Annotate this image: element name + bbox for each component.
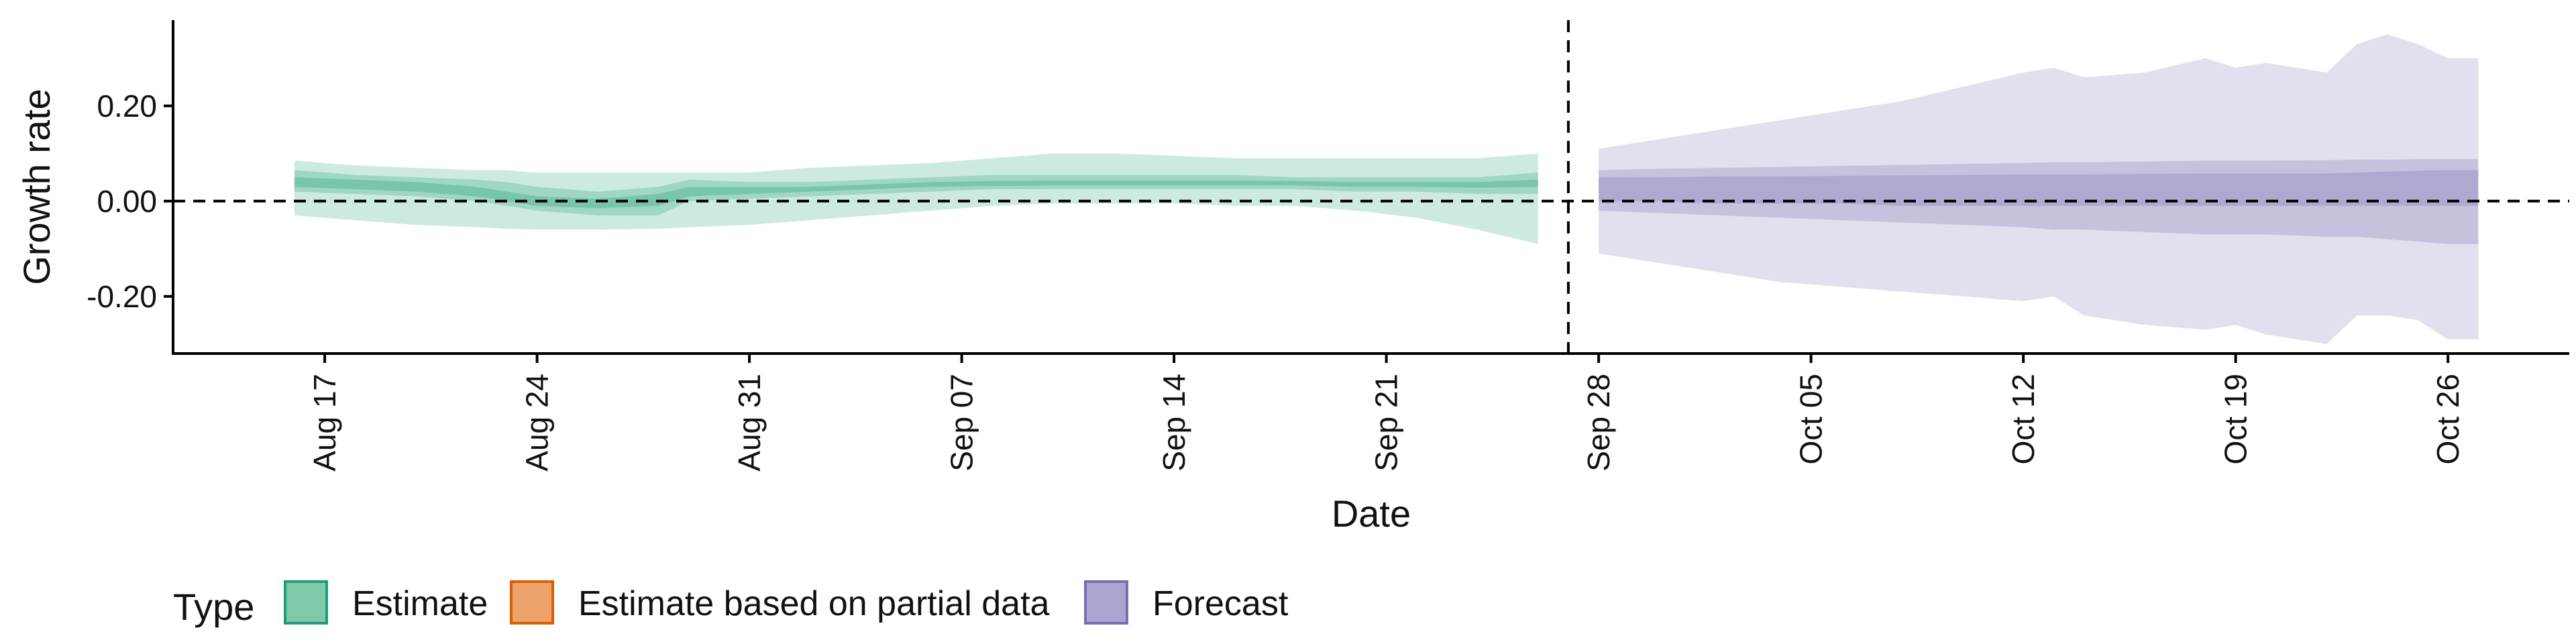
x-tick-label: Sep 28: [1581, 374, 1616, 472]
legend-label-forecast: Forecast: [1152, 584, 1289, 623]
x-tick-label: Sep 21: [1369, 374, 1404, 472]
x-axis-ticks: Aug 17 Aug 24 Aug 31 Sep 07 Sep 14 Sep 21 Sep …: [307, 354, 2465, 472]
x-axis-title: Date: [1332, 492, 1411, 535]
estimate-ribbon-50: [294, 170, 1538, 216]
y-tick-label: -0.20: [87, 279, 157, 314]
x-tick-label: Oct 12: [2006, 374, 2041, 465]
x-tick-label: Oct 05: [1794, 374, 1829, 465]
estimate-ribbon-90: [294, 153, 1538, 244]
x-tick-label: Aug 31: [732, 374, 767, 472]
legend-key-estimate: [284, 580, 328, 625]
x-tick-label: Aug 24: [520, 374, 555, 472]
y-axis-title: Growth rate: [15, 89, 58, 285]
legend-title: Type: [173, 586, 254, 628]
ribbon-layer: [294, 34, 2479, 344]
y-tick-label: 0.00: [97, 184, 157, 219]
y-tick-label: 0.20: [97, 89, 157, 123]
y-axis-ticks: 0.20 0.00 -0.20: [87, 89, 173, 314]
forecast-ribbon-90: [1599, 34, 2479, 344]
x-tick-label: Sep 07: [945, 374, 979, 472]
legend-key-estimate-based-on-partial-data: [510, 580, 554, 625]
x-tick-label: Oct 19: [2218, 374, 2253, 465]
forecast-ribbon-50: [1599, 159, 2479, 244]
legend-label-estimate: Estimate: [352, 584, 488, 623]
legend-label-estimate-based-on-partial-data: Estimate based on partial data: [578, 584, 1050, 623]
legend-key-forecast: [1084, 580, 1128, 625]
legend: Type Estimate Estimate based on partial d…: [173, 580, 1289, 628]
forecast-ribbon-20: [1599, 170, 2479, 206]
x-tick-label: Oct 26: [2430, 374, 2465, 465]
x-tick-label: Sep 14: [1157, 374, 1191, 472]
x-tick-label: Aug 17: [307, 374, 342, 472]
